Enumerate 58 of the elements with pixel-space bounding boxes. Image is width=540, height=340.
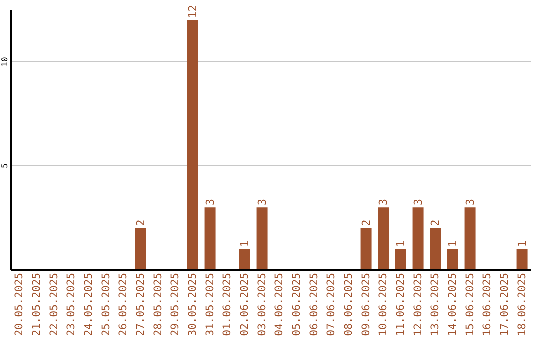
x-tick-label: 01.06.2025 bbox=[222, 273, 234, 336]
data-label: 2 bbox=[429, 220, 442, 226]
bar bbox=[360, 228, 372, 270]
bar bbox=[412, 208, 424, 270]
data-label: 1 bbox=[394, 240, 408, 248]
x-tick-label: 03.06.2025 bbox=[256, 273, 268, 336]
x-tick-label: 27.05.2025 bbox=[135, 273, 147, 336]
bar bbox=[239, 249, 250, 270]
x-tick-label: 26.05.2025 bbox=[118, 273, 130, 336]
data-label: 2 bbox=[360, 220, 373, 226]
x-tick-label: 23.05.2025 bbox=[66, 273, 78, 336]
x-tick-label: 25.05.2025 bbox=[100, 273, 112, 336]
x-tick-label: 17.06.2025 bbox=[499, 273, 511, 336]
bar bbox=[395, 249, 406, 270]
x-tick-label: 22.05.2025 bbox=[48, 273, 60, 336]
bar bbox=[430, 228, 442, 270]
y-tick-label: 5 bbox=[0, 163, 10, 168]
bar bbox=[256, 208, 268, 270]
x-tick-label: 07.06.2025 bbox=[326, 273, 338, 336]
bar bbox=[464, 208, 476, 270]
x-tick-label: 09.06.2025 bbox=[360, 273, 372, 336]
data-label: 3 bbox=[464, 198, 477, 206]
bar bbox=[447, 249, 458, 270]
x-tick-label: 21.05.2025 bbox=[31, 273, 43, 336]
x-tick-label: 15.06.2025 bbox=[464, 273, 476, 336]
bar bbox=[378, 208, 390, 270]
bar bbox=[187, 20, 198, 270]
x-tick-label: 08.06.2025 bbox=[343, 273, 355, 336]
x-tick-label: 10.06.2025 bbox=[378, 273, 390, 336]
data-label: 12 bbox=[186, 5, 200, 18]
x-tick-label: 16.06.2025 bbox=[482, 273, 494, 336]
x-tick-label: 31.05.2025 bbox=[204, 273, 216, 336]
x-tick-label: 02.06.2025 bbox=[239, 273, 251, 336]
x-tick-label: 28.05.2025 bbox=[152, 273, 164, 336]
data-label: 3 bbox=[412, 198, 425, 206]
data-label: 1 bbox=[238, 240, 252, 248]
x-tick-label: 11.06.2025 bbox=[395, 273, 407, 336]
x-tick-label: 05.06.2025 bbox=[291, 273, 303, 336]
bar bbox=[204, 208, 216, 270]
bar bbox=[135, 228, 146, 270]
data-label: 1 bbox=[516, 240, 529, 248]
x-tick-label: 13.06.2025 bbox=[430, 273, 442, 336]
x-tick-label: 29.05.2025 bbox=[170, 273, 182, 336]
data-label: 3 bbox=[204, 198, 217, 206]
data-label: 2 bbox=[134, 220, 148, 226]
x-tick-label: 18.06.2025 bbox=[516, 273, 528, 336]
data-label: 3 bbox=[256, 198, 269, 206]
data-label: 1 bbox=[446, 240, 460, 248]
x-tick-label: 12.06.2025 bbox=[412, 273, 424, 336]
x-tick-label: 24.05.2025 bbox=[83, 273, 95, 336]
x-tick-label: 04.06.2025 bbox=[274, 273, 286, 336]
x-tick-label: 06.06.2025 bbox=[308, 273, 320, 336]
x-tick-label: 20.05.2025 bbox=[14, 273, 26, 336]
x-tick-label: 30.05.2025 bbox=[187, 273, 199, 336]
data-label: 3 bbox=[377, 198, 390, 206]
bar bbox=[516, 249, 528, 270]
x-tick-label: 14.06.2025 bbox=[447, 273, 459, 336]
y-tick-label: 10 bbox=[0, 57, 10, 67]
